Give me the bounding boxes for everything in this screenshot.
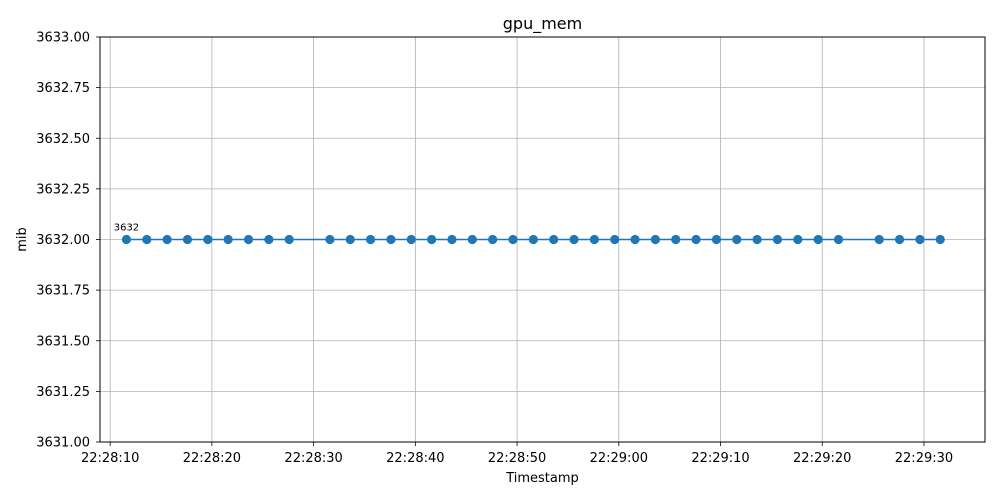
y-tick-label: 3632.00 — [36, 233, 90, 248]
y-tick-label: 3631.00 — [36, 436, 90, 451]
data-point — [406, 234, 416, 245]
data-point — [121, 234, 132, 245]
data-point — [488, 234, 498, 245]
data-point — [325, 234, 335, 245]
y-tick-label: 3631.75 — [36, 284, 90, 299]
data-point — [549, 234, 559, 245]
data-point — [528, 234, 538, 245]
x-tick-label: 22:29:10 — [691, 451, 749, 466]
data-point — [813, 234, 823, 245]
chart-title: gpu_mem — [503, 14, 582, 34]
data-point — [752, 234, 762, 245]
data-point — [162, 234, 172, 245]
x-tick-label: 22:28:50 — [488, 451, 546, 466]
data-label: 3632 — [114, 223, 139, 234]
ticks — [96, 36, 925, 446]
data-point — [793, 234, 803, 245]
y-tick-label: 3633.00 — [36, 31, 90, 46]
data-point — [182, 234, 193, 245]
x-tick-label: 22:29:20 — [793, 451, 851, 466]
data-point — [508, 234, 518, 245]
x-tick-label: 22:28:40 — [386, 451, 444, 466]
data-point — [915, 234, 925, 245]
data-point — [447, 234, 457, 245]
data-point — [467, 234, 477, 245]
data-point — [142, 234, 152, 245]
data-point — [284, 234, 294, 245]
data-point — [935, 234, 945, 245]
data-point — [874, 234, 884, 245]
data-point — [610, 234, 620, 245]
x-tick-label: 22:29:30 — [895, 451, 953, 466]
data-point — [264, 234, 274, 245]
data-point — [833, 234, 844, 245]
data-point — [711, 234, 722, 245]
y-axis-title: mib — [15, 227, 30, 252]
data-point — [671, 234, 681, 245]
y-tick-label: 3631.25 — [36, 385, 90, 400]
data-point — [691, 234, 701, 245]
data-point — [589, 234, 599, 245]
data-point — [427, 234, 437, 245]
x-tick-label: 22:28:20 — [183, 451, 241, 466]
labels: 22:28:10 22:28:20 22:28:30 22:28:40 22:28:50… — [36, 31, 953, 467]
data-point — [569, 234, 579, 245]
data-point — [894, 234, 905, 245]
data-point — [630, 234, 640, 245]
data-point — [345, 234, 355, 245]
data-point — [772, 234, 783, 245]
data-point — [243, 234, 254, 245]
y-tick-label: 3632.75 — [36, 81, 90, 96]
data-point — [650, 234, 661, 245]
data-point — [365, 234, 376, 245]
y-tick-label: 3632.25 — [36, 182, 90, 197]
data-point — [386, 234, 396, 245]
data-point — [732, 234, 742, 245]
series — [121, 234, 945, 245]
x-tick-label: 22:28:10 — [81, 451, 139, 466]
data-point — [223, 234, 233, 245]
data-point — [203, 234, 213, 245]
y-tick-label: 3631.50 — [36, 334, 90, 349]
x-tick-label: 22:29:00 — [590, 451, 648, 466]
y-tick-label: 3632.50 — [36, 132, 90, 147]
x-tick-label: 22:28:30 — [284, 451, 342, 466]
x-axis-title: Timestamp — [505, 471, 579, 486]
